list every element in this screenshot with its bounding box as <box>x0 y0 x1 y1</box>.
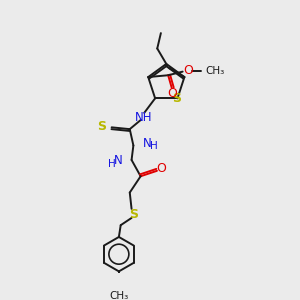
Text: N: N <box>142 137 151 150</box>
Text: O: O <box>168 87 178 100</box>
Text: H: H <box>150 141 158 152</box>
Text: S: S <box>97 120 106 133</box>
Text: S: S <box>172 92 181 105</box>
Text: CH₃: CH₃ <box>109 291 128 300</box>
Text: CH₃: CH₃ <box>205 66 224 76</box>
Text: O: O <box>157 162 166 175</box>
Text: S: S <box>129 208 138 221</box>
Text: O: O <box>183 64 193 77</box>
Text: N: N <box>114 154 122 167</box>
Text: H: H <box>107 159 115 169</box>
Text: NH: NH <box>135 111 152 124</box>
